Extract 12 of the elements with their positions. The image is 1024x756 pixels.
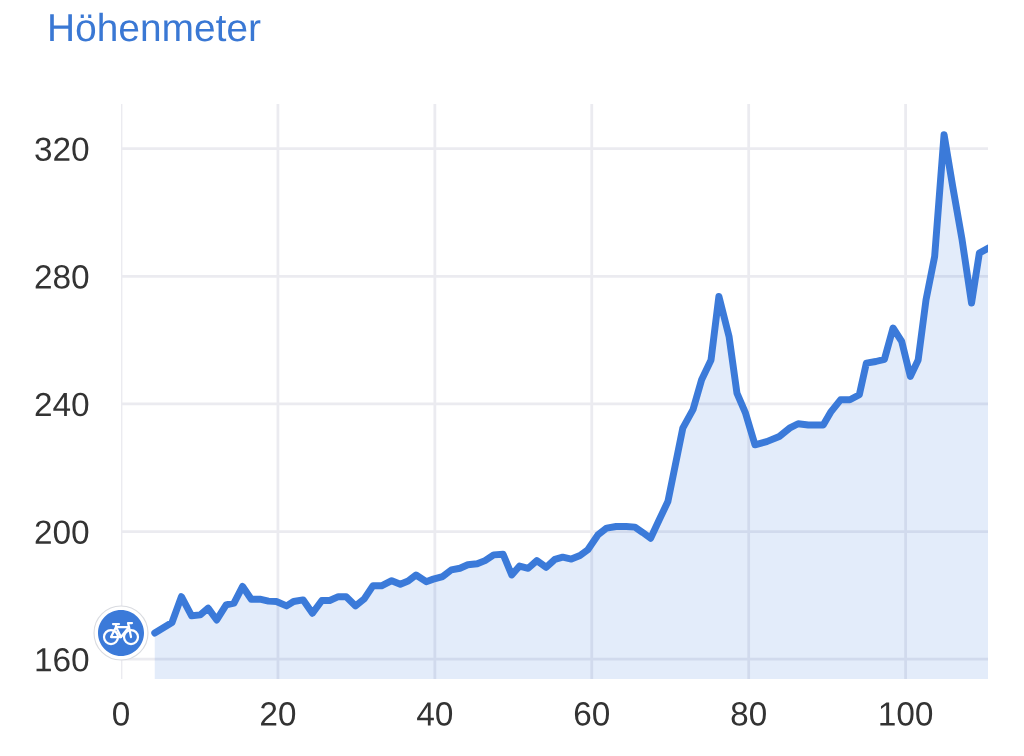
x-tick-label: 20 — [261, 702, 296, 726]
x-tick-label: 80 — [731, 702, 766, 726]
x-tick-label: 40 — [417, 702, 453, 726]
y-tick-label: 240 — [35, 392, 89, 417]
x-tick-label: 60 — [574, 702, 610, 726]
y-tick-label: 160 — [36, 648, 89, 672]
x-tick-label: 0 — [113, 702, 129, 726]
y-tick-label: 200 — [35, 520, 89, 544]
y-tick-label: 320 — [35, 137, 89, 162]
y-tick-label: 280 — [35, 265, 89, 289]
chart-title: Höhenmeter — [50, 12, 261, 42]
x-tick-label: 100 — [880, 702, 933, 726]
